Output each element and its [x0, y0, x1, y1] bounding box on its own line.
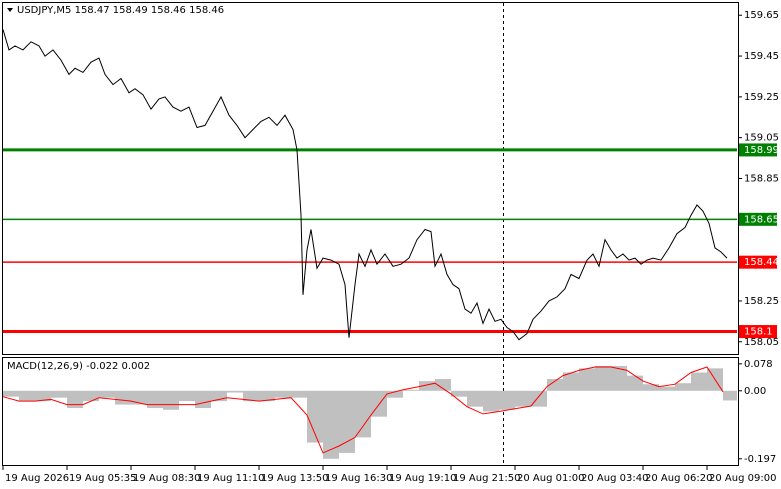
- histogram-bar: [259, 390, 275, 402]
- y-tick-label: 0.078: [744, 359, 773, 370]
- histogram-bar: [403, 389, 419, 391]
- histogram-bar: [19, 390, 35, 402]
- level-label-box: [739, 255, 777, 269]
- histogram-bar: [83, 390, 99, 402]
- histogram-bar: [499, 390, 515, 410]
- x-tick-label: 20 Aug 03:40: [581, 473, 648, 484]
- histogram-bar: [211, 390, 227, 402]
- level-label-box: [739, 325, 777, 339]
- y-tick-label: 0.00: [744, 386, 766, 397]
- histogram-bar: [243, 390, 259, 402]
- level-label: 158.44: [744, 257, 779, 268]
- macd-header: MACD(12,26,9) -0.022 0.002: [7, 361, 150, 372]
- histogram-bar: [147, 390, 163, 409]
- histogram-bar: [323, 390, 339, 459]
- histogram-bar: [51, 390, 67, 398]
- level-label-box: [739, 212, 777, 226]
- x-tick-label: 19 Aug 19:10: [389, 473, 456, 484]
- y-tick-label: 159.25: [744, 92, 779, 103]
- x-tick-label: 20 Aug 06:20: [645, 473, 712, 484]
- histogram-bar: [419, 381, 435, 391]
- histogram-bar: [275, 390, 291, 398]
- histogram-bar: [179, 390, 195, 402]
- histogram-bar: [339, 390, 355, 453]
- histogram-bar: [627, 375, 643, 391]
- histogram-bar: [3, 390, 19, 397]
- y-tick-label: 159.45: [744, 51, 779, 62]
- x-tick-label: 20 Aug 09:00: [709, 473, 776, 484]
- histogram-bar: [387, 390, 403, 398]
- histogram-bar: [515, 390, 531, 407]
- histogram-bar: [531, 390, 547, 407]
- histogram-bar: [435, 379, 451, 391]
- histogram-bar: [659, 386, 675, 391]
- histogram-bar: [547, 379, 563, 391]
- y-tick-label: 159.05: [744, 133, 779, 144]
- price-header: USDJPY,M5 158.47 158.49 158.46 158.46: [17, 5, 224, 16]
- price-line: [2, 29, 728, 341]
- histogram-bar: [723, 390, 737, 401]
- histogram-bar: [67, 390, 83, 409]
- level-label-box: [739, 143, 777, 157]
- histogram-bar: [35, 390, 51, 402]
- histogram-bar: [355, 390, 371, 438]
- histogram-bar: [675, 383, 691, 391]
- y-tick-label: 158.85: [744, 174, 779, 185]
- level-label: 158.65: [744, 214, 779, 225]
- y-tick-label: 158.05: [744, 337, 779, 348]
- histogram-bar: [691, 372, 707, 391]
- histogram-bar: [483, 390, 499, 412]
- histogram-bar: [307, 390, 323, 443]
- x-tick-label: 20 Aug 01:00: [517, 473, 584, 484]
- x-tick-label: 19 Aug 13:50: [261, 473, 328, 484]
- histogram-bar: [595, 365, 611, 391]
- histogram-bar: [643, 384, 659, 391]
- symbol-menu-arrow: [7, 8, 13, 12]
- level-label: 158.99: [744, 145, 779, 156]
- x-tick-label: 19 Aug 08:30: [133, 473, 200, 484]
- histogram-bar: [291, 390, 307, 398]
- histogram-bar: [163, 390, 179, 410]
- y-tick-label: 159.65: [744, 10, 779, 21]
- histogram-bar: [195, 390, 211, 409]
- histogram-bar: [99, 390, 115, 398]
- price-line: [2, 366, 724, 454]
- histogram-bar: [451, 390, 467, 397]
- x-tick-label: 19 Aug 11:10: [197, 473, 264, 484]
- x-tick-label: 19 Aug 21:50: [453, 473, 520, 484]
- histogram-bar: [227, 390, 243, 393]
- y-tick-label: -0.197: [744, 454, 776, 465]
- x-tick-label: 19 Aug 2026: [5, 473, 69, 484]
- histogram-bar: [115, 390, 131, 405]
- histogram-bar: [467, 390, 483, 407]
- histogram-bar: [579, 368, 595, 391]
- histogram-bar: [131, 390, 147, 405]
- level-label: 158.1: [744, 327, 773, 338]
- histogram-bar: [611, 365, 627, 391]
- macd-panel-frame: [2, 357, 739, 466]
- x-tick-label: 19 Aug 05:35: [69, 473, 136, 484]
- x-tick-label: 19 Aug 16:30: [325, 473, 392, 484]
- histogram-bar: [563, 372, 579, 391]
- y-tick-label: 158.25: [744, 296, 779, 307]
